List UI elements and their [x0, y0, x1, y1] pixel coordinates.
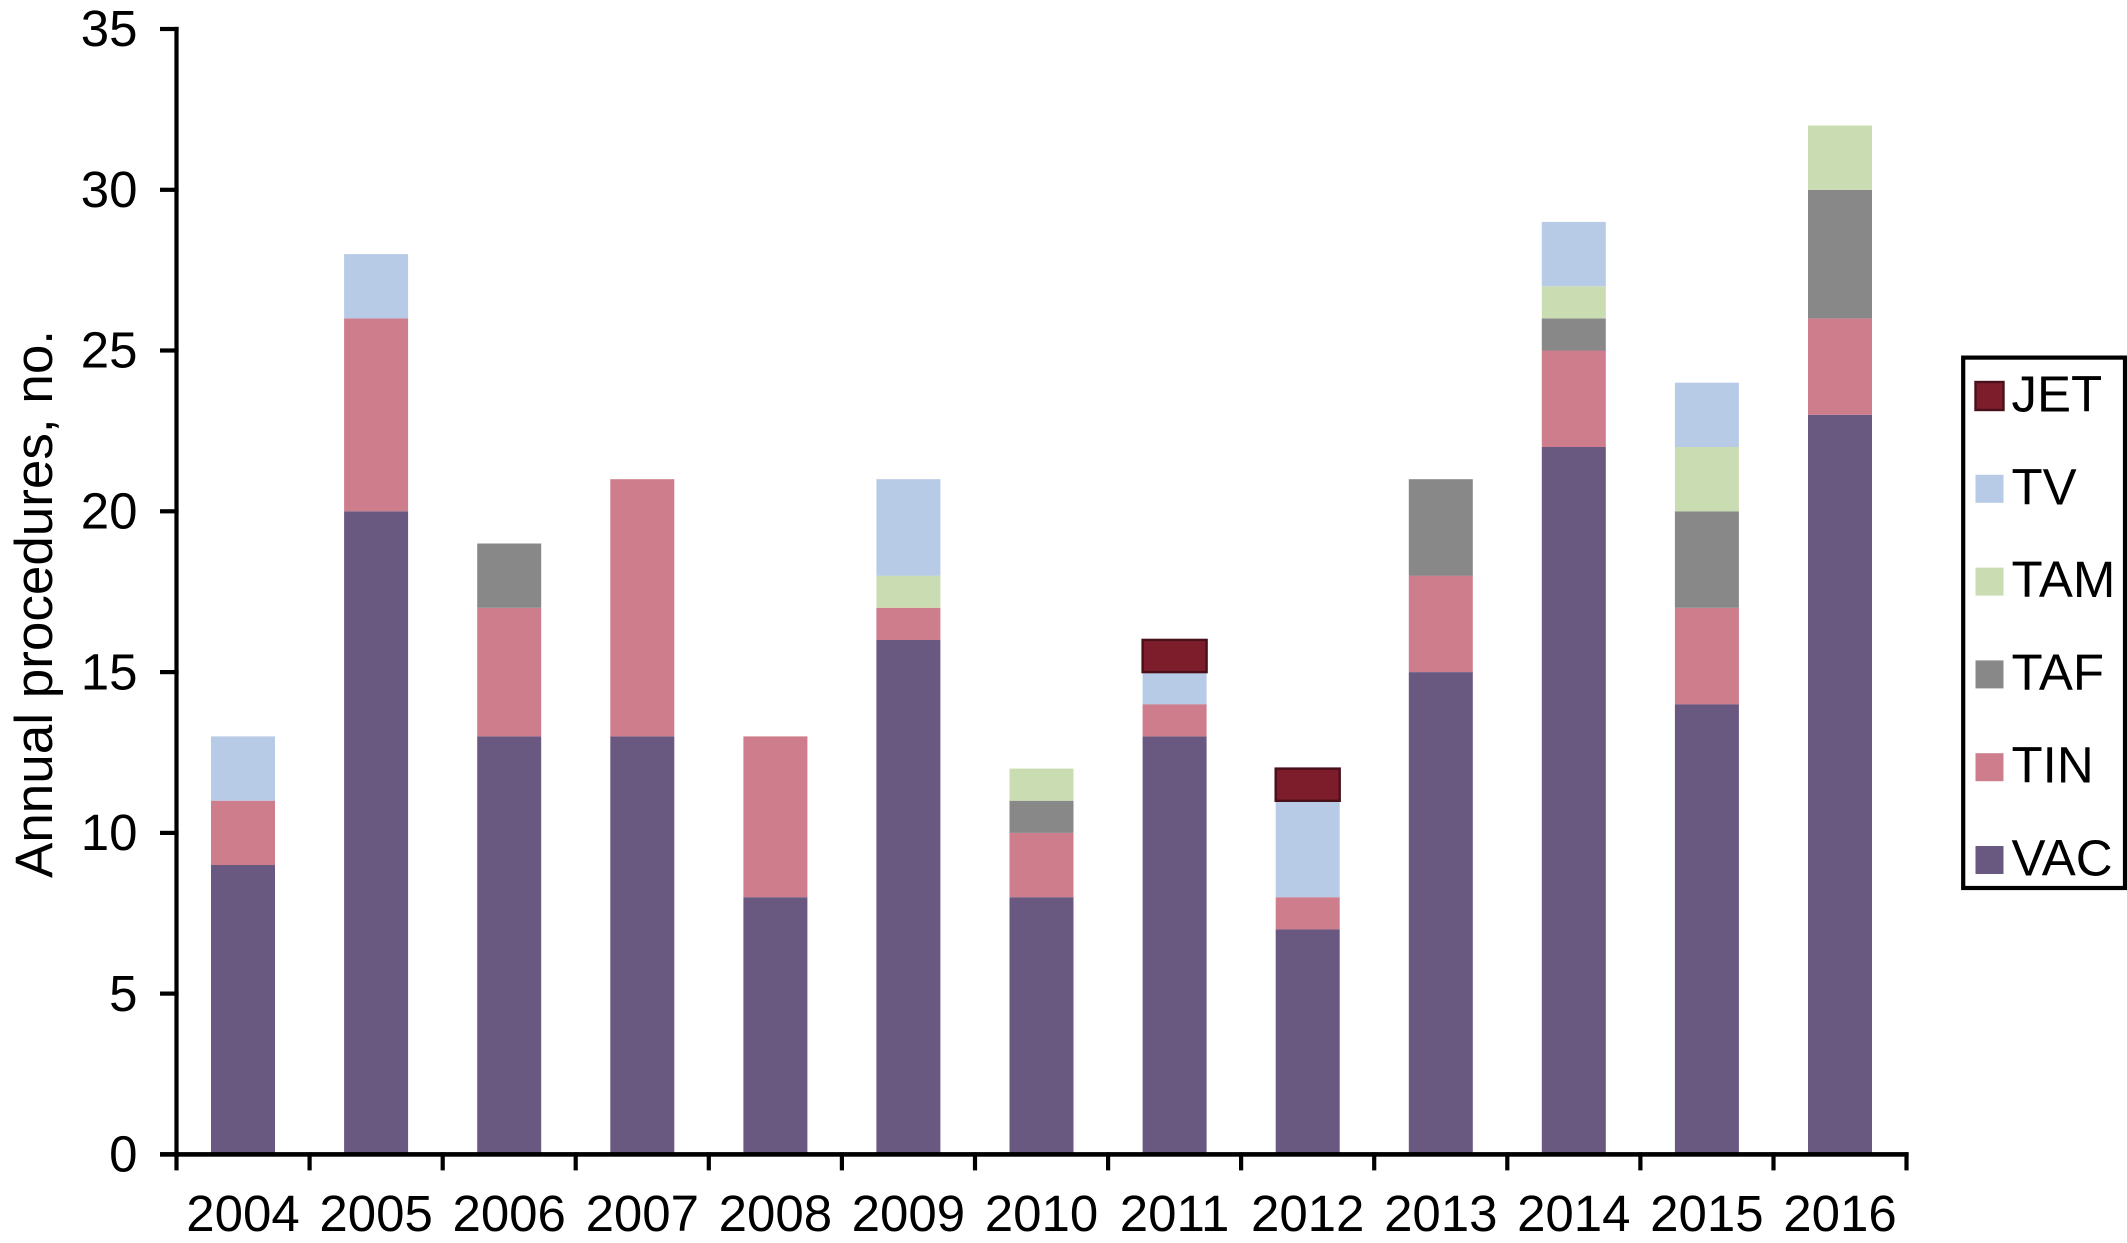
svg-text:2004: 2004	[186, 1185, 299, 1242]
svg-text:10: 10	[81, 804, 138, 861]
svg-text:TAF: TAF	[2012, 644, 2105, 701]
svg-text:2006: 2006	[452, 1185, 565, 1242]
svg-text:2013: 2013	[1384, 1185, 1497, 1242]
svg-text:2011: 2011	[1120, 1185, 1230, 1242]
svg-text:2010: 2010	[985, 1185, 1098, 1242]
svg-text:2014: 2014	[1517, 1185, 1630, 1242]
svg-text:2016: 2016	[1783, 1185, 1896, 1242]
svg-text:Annual procedures, no.: Annual procedures, no.	[5, 330, 64, 878]
svg-text:VAC: VAC	[2012, 830, 2113, 887]
svg-text:20: 20	[81, 483, 138, 540]
svg-text:2007: 2007	[586, 1185, 699, 1242]
svg-text:2012: 2012	[1251, 1185, 1364, 1242]
svg-text:15: 15	[81, 643, 138, 700]
svg-text:5: 5	[109, 965, 137, 1022]
svg-text:0: 0	[109, 1126, 137, 1183]
svg-text:25: 25	[81, 322, 138, 379]
svg-text:30: 30	[81, 161, 138, 218]
svg-text:2008: 2008	[719, 1185, 832, 1242]
svg-text:2015: 2015	[1650, 1185, 1763, 1242]
svg-text:TIN: TIN	[2012, 737, 2094, 794]
svg-text:35: 35	[81, 0, 138, 57]
svg-text:TV: TV	[2012, 458, 2077, 515]
svg-text:2005: 2005	[319, 1185, 432, 1242]
svg-text:JET: JET	[2012, 366, 2103, 423]
svg-text:2009: 2009	[852, 1185, 965, 1242]
svg-text:TAM: TAM	[2012, 551, 2116, 608]
